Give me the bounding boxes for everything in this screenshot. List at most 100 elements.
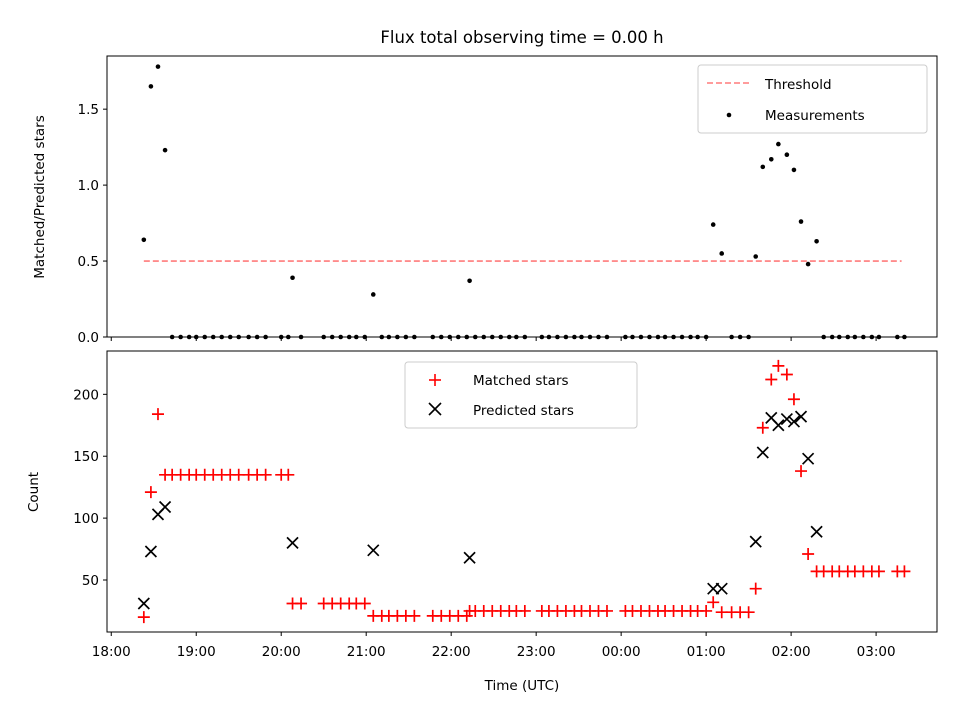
predicted-stars-point <box>787 415 801 428</box>
predicted-stars-point <box>137 597 150 610</box>
measurement-point <box>791 167 797 173</box>
predicted-stars-point <box>715 582 728 595</box>
matched-stars-point <box>787 393 800 406</box>
x-axis-label: Time (UTC) <box>484 678 560 694</box>
predicted-stars-point <box>794 410 808 423</box>
ratio-grid-layer: 0.0 0.5 1.0 1.5 <box>78 102 877 346</box>
x-tick-label: 19:00 <box>177 644 216 660</box>
ratio-legend: Threshold Measurements <box>697 64 928 134</box>
measurement-point <box>719 251 725 256</box>
matched-stars-point <box>408 609 421 622</box>
predicted-stars-point <box>286 536 299 549</box>
count-y-tick-label: 50 <box>82 573 99 589</box>
measurement-point <box>290 275 295 281</box>
measurement-point <box>768 156 774 162</box>
matched-stars-point <box>765 373 778 386</box>
x-tick-label: 21:00 <box>347 644 386 660</box>
measurement-point <box>370 292 376 297</box>
count-y-tick-label: 200 <box>73 387 99 403</box>
count-y-axis-label: Count <box>26 472 42 512</box>
matched-stars-point <box>295 597 308 610</box>
measurement-point <box>798 219 804 224</box>
matched-stars-point <box>151 408 164 421</box>
x-tick-label: 23:00 <box>517 644 556 660</box>
predicted-stars-point <box>749 535 762 548</box>
x-tick-label: 03:00 <box>857 644 896 660</box>
matched-stars-point <box>742 606 755 619</box>
measurement-point <box>467 278 472 284</box>
matched-stars-point <box>137 611 150 624</box>
x-tick-label: 22:00 <box>432 644 471 660</box>
ratio-legend-box <box>697 64 928 134</box>
measurement-point <box>784 152 790 158</box>
x-tick-labels: 18:00 19:00 20:00 21:00 22:00 23:00 00:00 01:00… <box>92 644 896 660</box>
ratio-y-tick-label: 0.0 <box>78 330 99 346</box>
matched-stars-point <box>518 604 531 617</box>
matched-legend-label: Matched stars <box>473 373 569 389</box>
measurement-point <box>753 254 759 259</box>
measurements-legend-swatch <box>726 112 732 118</box>
predicted-stars-point <box>780 412 793 426</box>
matched-stars-point <box>144 486 157 499</box>
count-panel: 50 100 150 200 Count Matched stars Predicte… <box>26 350 938 636</box>
ratio-panel: 0.0 0.5 1.0 1.5 Matched/Predicted stars Thr… <box>32 55 938 346</box>
predicted-legend-swatch <box>428 402 442 416</box>
x-tick-label: 18:00 <box>92 644 131 660</box>
measurement-point <box>148 84 154 89</box>
ratio-axes-frame <box>106 55 938 338</box>
matched-stars-point <box>872 565 885 578</box>
matched-stars-point <box>795 465 808 478</box>
matched-stars-point <box>358 597 371 610</box>
count-axes-frame <box>106 350 938 633</box>
predicted-legend-label: Predicted stars <box>473 403 574 419</box>
x-tick-label: 20:00 <box>262 644 301 660</box>
measurement-point <box>760 164 766 170</box>
threshold-legend-label: Threshold <box>764 77 832 93</box>
predicted-stars-point <box>158 500 172 514</box>
predicted-stars-point <box>144 545 158 558</box>
count-legend-box <box>404 361 638 429</box>
matched-stars-series <box>137 359 911 624</box>
ratio-y-tick-label: 1.0 <box>78 178 99 194</box>
matched-stars-point <box>600 604 613 617</box>
measurement-point <box>805 261 811 267</box>
matched-stars-point <box>772 359 785 372</box>
predicted-stars-point <box>756 446 769 459</box>
matched-stars-point <box>749 582 762 595</box>
ratio-y-axis-label: Matched/Predicted stars <box>32 115 48 278</box>
matched-stars-point <box>780 368 793 381</box>
figure-title: Flux total observing time = 0.00 h <box>380 28 663 47</box>
ratio-y-tick-label: 1.5 <box>78 102 99 118</box>
count-legend: Matched stars Predicted stars <box>404 361 638 429</box>
measurements-legend-label: Measurements <box>765 108 865 124</box>
matched-stars-point <box>460 609 473 622</box>
predicted-stars-point <box>810 525 823 538</box>
matched-stars-point <box>700 604 713 617</box>
count-grid-layer: 50 100 150 200 <box>73 387 877 636</box>
predicted-stars-point <box>802 452 815 465</box>
predicted-stars-point <box>463 551 476 564</box>
predicted-stars-point <box>772 419 785 432</box>
x-tick-label: 02:00 <box>772 644 811 660</box>
matched-stars-point <box>707 596 720 609</box>
matched-stars-point <box>756 421 769 434</box>
x-tick-label: 00:00 <box>602 644 641 660</box>
matched-stars-point <box>898 565 911 578</box>
measurement-point <box>710 222 716 227</box>
measurement-point <box>141 237 147 243</box>
measurement-point <box>162 147 168 153</box>
x-tick-label: 01:00 <box>687 644 726 660</box>
measurement-point <box>155 64 161 69</box>
count-y-tick-label: 100 <box>73 511 99 527</box>
measurement-point <box>776 141 781 147</box>
matched-stars-point <box>282 468 295 481</box>
measurement-point <box>814 239 819 244</box>
predicted-stars-series <box>137 410 823 610</box>
matched-stars-point <box>259 468 272 481</box>
count-marks-layer <box>137 359 911 624</box>
predicted-stars-point <box>367 544 380 557</box>
matched-legend-swatch <box>429 374 441 386</box>
matched-stars-point <box>802 548 815 561</box>
ratio-y-tick-label: 0.5 <box>78 254 99 270</box>
